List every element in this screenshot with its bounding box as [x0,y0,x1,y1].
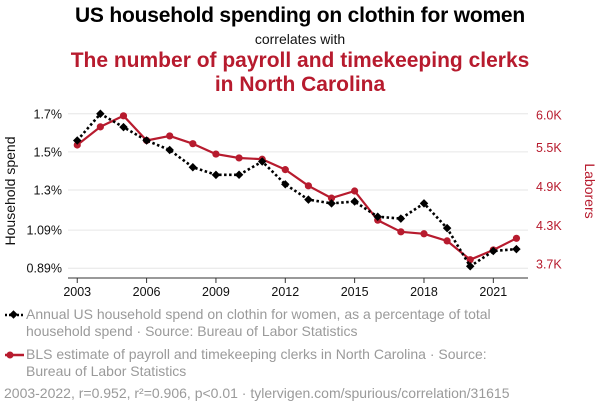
y-right-tick-label: 5.5K [536,141,562,155]
point-household-spend-2008 [188,162,198,172]
point-household-spend-2007 [165,145,174,155]
legend-swatch-laborers [5,351,24,359]
point-laborers-2009 [212,150,220,158]
point-household-spend-2014 [327,199,336,208]
point-laborers-2014 [327,194,336,202]
legend-label-household-spend: Annual US household spend on clothin for… [26,306,491,339]
series-laborers [73,112,521,264]
y-right-axis-title: Laborers [582,163,598,218]
chart-title: US household spending on clothin for wom… [74,4,526,27]
point-household-spend-2013 [304,195,313,204]
point-laborers-2019 [443,237,451,245]
point-laborers-2015 [351,187,359,195]
series-line-household-spend [76,112,517,268]
point-household-spend-2010 [234,170,244,180]
line-chart: 0.89% 1.09% 1.3% 1.5% 1.7% 3.7K 4.3K 4.9K 5.5K 6.… [2,107,598,299]
y-right-tick-label: 4.9K [536,180,562,194]
x-tick-label: 2009 [202,285,230,299]
y-left-tick-label: 1.3% [34,184,63,198]
y-right-tick-label: 6.0K [536,109,562,123]
point-laborers-2013 [304,182,313,190]
point-household-spend-2006 [142,136,151,145]
point-household-spend-2022 [512,244,521,254]
y-right-tick-label: 4.3K [536,219,562,233]
x-tick-label: 2015 [341,285,369,299]
chart-title-secondary: The number of payroll and timekeeping cl… [70,49,530,96]
series-group [72,109,521,271]
point-laborers-2008 [189,140,197,148]
point-household-spend-2018 [419,199,429,208]
x-tick-label: 2021 [479,285,507,299]
y-left-tick-label: 0.89% [27,262,62,276]
point-household-spend-2021 [489,246,498,256]
y-left-tick-label: 1.09% [27,224,62,238]
point-laborers-2010 [235,154,243,162]
point-laborers-2012 [281,166,289,174]
point-laborers-2018 [420,230,428,238]
y-left-axis-title: Household spend [2,137,18,246]
legend-label-laborers: BLS estimate of payroll and timekeeping … [26,346,487,379]
footer-note: 2003-2022, r=0.952, r²=0.906, p<0.01 · t… [4,385,510,401]
chart-subtitle: correlates with [254,31,346,47]
x-tick-label: 2003 [63,285,91,299]
series-line-laborers [76,114,517,261]
point-household-spend-2009 [211,170,221,180]
point-laborers-2022 [512,234,521,242]
y-left-tick-label: 1.7% [34,107,63,121]
point-household-spend-2012 [281,180,290,189]
x-tick-label: 2018 [410,285,438,299]
point-household-spend-2005 [119,122,128,132]
x-tick-label: 2006 [133,285,161,299]
y-right-tick-label: 3.7K [536,258,562,272]
point-household-spend-2011 [257,157,267,166]
point-household-spend-2004 [96,109,105,119]
point-household-spend-2020 [465,262,475,271]
point-household-spend-2016 [373,212,382,221]
series-household-spend [72,109,521,271]
legend-swatch-household-spend [5,310,24,319]
point-household-spend-2003 [72,136,82,145]
point-laborers-2017 [397,228,405,236]
y-left-tick-label: 1.5% [34,145,63,159]
point-laborers-2004 [96,123,104,131]
gridlines [68,113,528,269]
point-household-spend-2017 [396,214,406,223]
point-laborers-2007 [166,132,174,140]
point-laborers-2003 [73,141,81,149]
point-laborers-2005 [119,112,128,120]
axes: 0.89% 1.09% 1.3% 1.5% 1.7% 3.7K 4.3K 4.9K 5.5K 6.… [2,107,598,299]
point-household-spend-2015 [350,197,359,206]
x-tick-label: 2012 [271,285,299,299]
